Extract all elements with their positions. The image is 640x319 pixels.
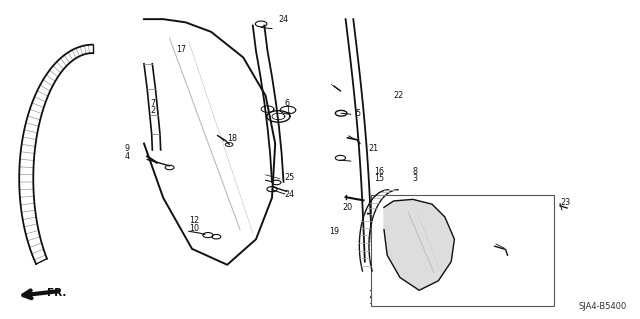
- Text: 9: 9: [125, 144, 130, 153]
- Text: 12: 12: [189, 216, 199, 225]
- Text: 20: 20: [342, 203, 353, 212]
- Text: FR.: FR.: [47, 288, 66, 298]
- Text: 15: 15: [374, 174, 385, 183]
- Polygon shape: [384, 199, 454, 290]
- Text: 18: 18: [227, 134, 237, 143]
- Text: 14: 14: [502, 201, 513, 210]
- Text: 13: 13: [368, 290, 378, 299]
- Text: 2: 2: [150, 106, 156, 115]
- Text: 17: 17: [176, 45, 186, 54]
- Bar: [371, 195, 554, 306]
- Text: 4: 4: [125, 152, 130, 161]
- Text: 22: 22: [394, 91, 404, 100]
- Text: 19: 19: [330, 227, 340, 236]
- Text: 5: 5: [355, 109, 360, 118]
- Text: 21: 21: [368, 144, 378, 153]
- Text: 11: 11: [368, 297, 378, 306]
- Text: 25: 25: [285, 173, 295, 182]
- Text: 24: 24: [278, 15, 289, 24]
- Text: 7: 7: [150, 99, 156, 108]
- Text: 23: 23: [560, 198, 570, 207]
- Text: 16: 16: [374, 167, 385, 176]
- Text: 6: 6: [285, 99, 290, 108]
- Text: 1: 1: [285, 106, 290, 115]
- Text: 24: 24: [285, 190, 295, 199]
- Text: 8: 8: [413, 167, 418, 176]
- Text: 3: 3: [413, 174, 418, 183]
- Text: 10: 10: [189, 224, 199, 233]
- Text: SJA4-B5400: SJA4-B5400: [579, 302, 627, 311]
